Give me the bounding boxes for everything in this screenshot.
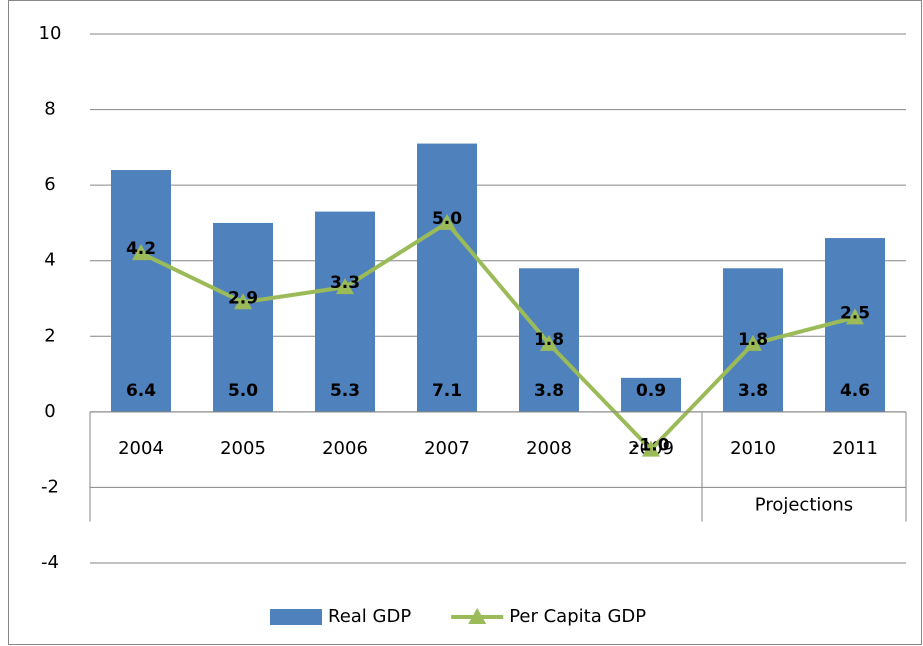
value-label: 0.9 bbox=[636, 381, 666, 401]
value-label: 2.5 bbox=[840, 303, 870, 323]
y-tick-label: 0 bbox=[44, 401, 55, 422]
bar bbox=[315, 211, 375, 412]
value-label: 6.4 bbox=[126, 381, 156, 401]
x-tick-label: 2006 bbox=[322, 438, 368, 459]
value-label: 1.8 bbox=[738, 330, 768, 350]
marker bbox=[540, 334, 558, 351]
value-label: 7.1 bbox=[432, 381, 462, 401]
marker bbox=[438, 213, 456, 230]
x-tick-label: 2007 bbox=[424, 438, 470, 459]
bar bbox=[111, 170, 171, 412]
legend-swatch bbox=[468, 608, 487, 624]
value-label: -1.0 bbox=[632, 436, 669, 456]
y-tick-label: 10 bbox=[39, 23, 62, 44]
value-label: 5.0 bbox=[228, 381, 258, 401]
value-label: 3.8 bbox=[738, 381, 768, 401]
x-tick-label: 2004 bbox=[118, 438, 164, 459]
bar bbox=[621, 377, 681, 412]
marker bbox=[642, 440, 660, 457]
line bbox=[140, 220, 856, 453]
legend-label: Real GDP bbox=[328, 606, 411, 627]
value-label: 4.6 bbox=[840, 381, 870, 401]
marker bbox=[132, 244, 150, 261]
value-label: 3.3 bbox=[330, 273, 360, 293]
y-tick-label: -4 bbox=[41, 552, 59, 573]
y-tick-label: 6 bbox=[44, 174, 55, 195]
value-label: 5.3 bbox=[330, 381, 360, 401]
value-label: 5.0 bbox=[432, 209, 462, 229]
x-tick-label: 2008 bbox=[526, 438, 572, 459]
marker bbox=[336, 278, 354, 295]
marker bbox=[846, 308, 864, 325]
value-label: 2.9 bbox=[228, 288, 258, 308]
y-tick-label: 2 bbox=[44, 325, 55, 346]
y-tick-label: 8 bbox=[44, 99, 55, 120]
marker bbox=[744, 334, 762, 351]
bar bbox=[825, 238, 885, 412]
value-label: 4.2 bbox=[126, 239, 156, 259]
x-tick-label: 2011 bbox=[832, 438, 878, 459]
legend-swatch bbox=[270, 609, 322, 625]
bar bbox=[417, 143, 477, 412]
y-tick-label: 4 bbox=[44, 250, 55, 271]
x-tick-label: 2010 bbox=[730, 438, 776, 459]
x-tick-label: 2005 bbox=[220, 438, 266, 459]
value-label: 3.8 bbox=[534, 381, 564, 401]
y-tick-label: -2 bbox=[41, 476, 59, 497]
group-label: Projections bbox=[755, 494, 853, 515]
bar bbox=[213, 222, 273, 412]
legend-label: Per Capita GDP bbox=[509, 606, 646, 627]
value-label: 1.8 bbox=[534, 330, 564, 350]
marker bbox=[234, 293, 252, 310]
